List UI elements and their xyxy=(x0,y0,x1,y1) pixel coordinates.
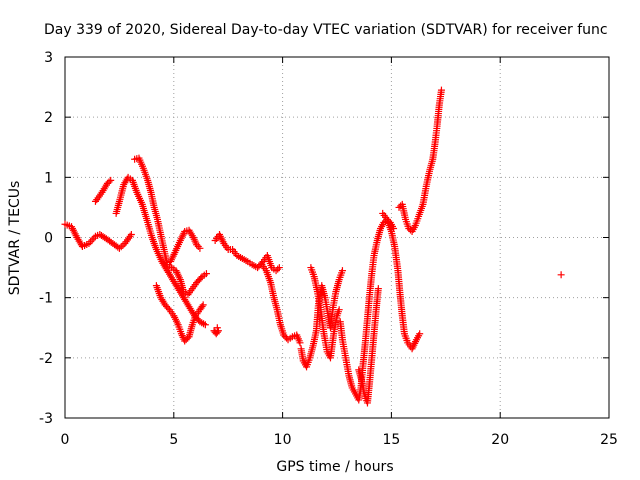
data-point xyxy=(274,265,282,273)
data-point xyxy=(202,270,210,278)
y-tick-label: 3 xyxy=(44,50,53,66)
data-point xyxy=(199,301,207,309)
data-point xyxy=(213,324,221,332)
y-tick-label: -1 xyxy=(39,291,53,307)
data-point xyxy=(103,179,111,187)
data-point xyxy=(214,327,222,335)
data-point xyxy=(416,330,424,338)
x-tick-label: 10 xyxy=(274,432,292,448)
y-tick-label: 0 xyxy=(44,231,53,247)
y-tick-label: -2 xyxy=(39,351,53,367)
tick-labels: 0 5 10 15 20 25 -3 -2 -1 0 1 2 3 xyxy=(39,50,618,448)
data-point xyxy=(107,176,115,184)
data-point xyxy=(196,244,204,252)
data-point xyxy=(405,224,413,232)
data-point xyxy=(335,306,343,314)
x-axis-title: GPS time / hours xyxy=(276,459,393,475)
x-tick-label: 25 xyxy=(600,432,618,448)
data-point xyxy=(380,218,388,226)
x-tick-label: 15 xyxy=(382,432,400,448)
data-point xyxy=(201,321,209,329)
data-point xyxy=(197,274,205,282)
data-point xyxy=(272,267,280,275)
data-point xyxy=(374,285,382,293)
data-point xyxy=(198,302,206,310)
x-tick-label: 0 xyxy=(61,432,70,448)
data-point xyxy=(437,86,445,94)
chart-title: Day 339 of 2020, Sidereal Day-to-day VTE… xyxy=(44,22,608,38)
data-points xyxy=(61,86,565,407)
data-point xyxy=(275,264,283,272)
y-tick-label: -3 xyxy=(39,411,53,427)
axis-ticks xyxy=(64,56,610,419)
data-point xyxy=(127,230,135,238)
y-tick-label: 1 xyxy=(44,170,53,186)
x-tick-label: 5 xyxy=(169,432,178,448)
y-axis-title: SDTVAR / TECUs xyxy=(7,181,23,296)
data-point xyxy=(164,304,172,312)
data-point xyxy=(296,339,304,347)
x-tick-label: 20 xyxy=(491,432,509,448)
data-point xyxy=(338,267,346,275)
data-point xyxy=(105,178,113,186)
y-tick-label: 2 xyxy=(44,110,53,126)
data-point xyxy=(395,203,403,211)
data-point xyxy=(557,271,565,279)
